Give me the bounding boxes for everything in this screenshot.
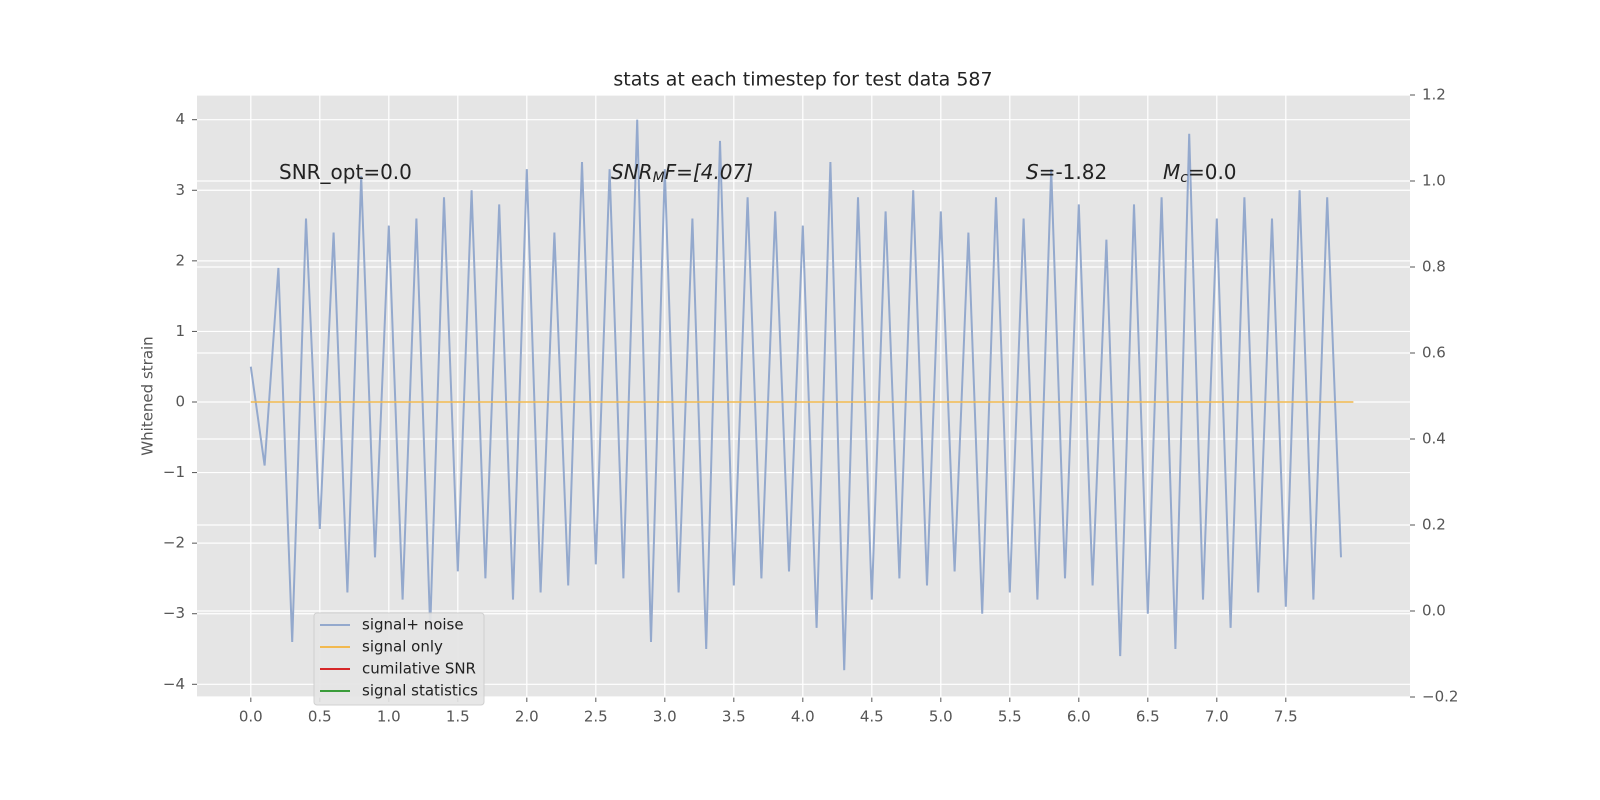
y2-tick-label: 0.2 xyxy=(1422,516,1446,534)
x-tick-label: 2.5 xyxy=(584,708,608,726)
x-tick-label: 2.0 xyxy=(515,708,539,726)
y-tick-label: −4 xyxy=(163,675,185,693)
annotation: Mc=0.0 xyxy=(1163,160,1237,187)
y-tick-label: −2 xyxy=(163,534,185,552)
legend-box xyxy=(313,612,485,706)
y-tick-label: −3 xyxy=(163,604,185,622)
legend-label: signal statistics xyxy=(362,682,478,700)
annotation-part: SNR_opt=0.0 xyxy=(279,160,412,184)
x-tick-label: 5.0 xyxy=(929,708,953,726)
annotation-part: S xyxy=(1026,160,1039,184)
x-tick-label: 4.0 xyxy=(791,708,815,726)
y2-tick-label: 0.6 xyxy=(1422,344,1446,362)
annotation: SNRMF=[4.07] xyxy=(611,160,753,187)
annotation-part: M xyxy=(1163,160,1180,184)
x-tick-label: 3.5 xyxy=(722,708,746,726)
legend-label: signal only xyxy=(362,638,443,656)
annotation-part: c xyxy=(1180,170,1188,186)
x-tick-label: 1.5 xyxy=(446,708,470,726)
x-tick-label: 7.5 xyxy=(1274,708,1298,726)
y-tick-label: 2 xyxy=(175,251,185,269)
x-tick-label: 0.5 xyxy=(308,708,332,726)
y-axis-label: Whitened strain xyxy=(139,336,157,455)
x-tick-label: 1.0 xyxy=(377,708,401,726)
x-tick-label: 3.0 xyxy=(653,708,677,726)
annotation-part: SNR xyxy=(611,160,653,184)
x-tick-label: 0.0 xyxy=(239,708,263,726)
y2-tick-label: 0.8 xyxy=(1422,258,1446,276)
y2-tick-label: 0.0 xyxy=(1422,602,1446,620)
annotation-part: F=[4.07] xyxy=(665,160,753,184)
x-tick-label: 6.5 xyxy=(1136,708,1160,726)
x-tick-label: 4.5 xyxy=(860,708,884,726)
series-line xyxy=(249,119,1342,671)
x-tick-label: 5.5 xyxy=(998,708,1022,726)
y2-tick-label: 0.4 xyxy=(1422,430,1446,448)
legend-label: cumilative SNR xyxy=(362,660,476,678)
chart-title: stats at each timestep for test data 587 xyxy=(613,69,992,91)
y-tick-label: 4 xyxy=(175,110,185,128)
y2-tick-label: 1.0 xyxy=(1422,172,1446,190)
annotation-part: =0.0 xyxy=(1188,160,1237,184)
annotation: S=-1.82 xyxy=(1026,160,1107,184)
x-tick-label: 7.0 xyxy=(1205,708,1229,726)
x-tick-label: 6.0 xyxy=(1067,708,1091,726)
y-tick-label: 1 xyxy=(175,322,185,340)
y2-tick-label: −0.2 xyxy=(1422,688,1458,706)
plot-area xyxy=(197,95,1410,697)
legend-label: signal+ noise xyxy=(362,616,464,634)
y-tick-label: −1 xyxy=(163,463,185,481)
annotation: SNR_opt=0.0 xyxy=(279,160,412,184)
annotation-part: M xyxy=(653,170,665,186)
y2-tick-label: 1.2 xyxy=(1422,86,1446,104)
y-tick-label: 0 xyxy=(175,392,185,410)
annotation-part: =-1.82 xyxy=(1039,160,1108,184)
y-tick-label: 3 xyxy=(175,181,185,199)
